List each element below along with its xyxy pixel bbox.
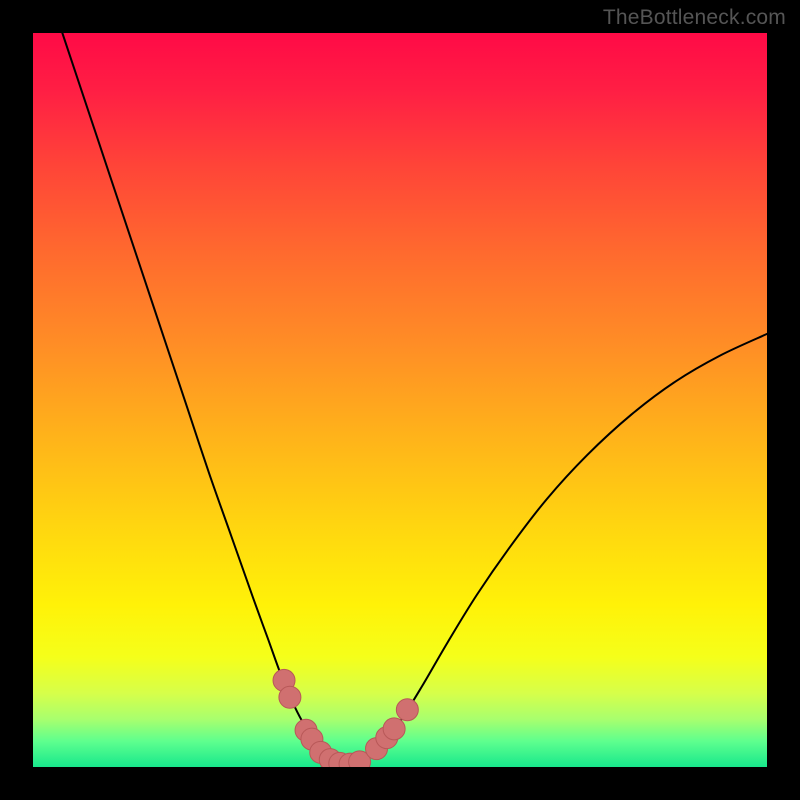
marker-right-4 (383, 718, 405, 740)
plot-background (33, 33, 767, 767)
bottleneck-chart (0, 0, 800, 800)
watermark-text: TheBottleneck.com (603, 6, 786, 30)
marker-left-1 (279, 686, 301, 708)
marker-right-5 (396, 699, 418, 721)
